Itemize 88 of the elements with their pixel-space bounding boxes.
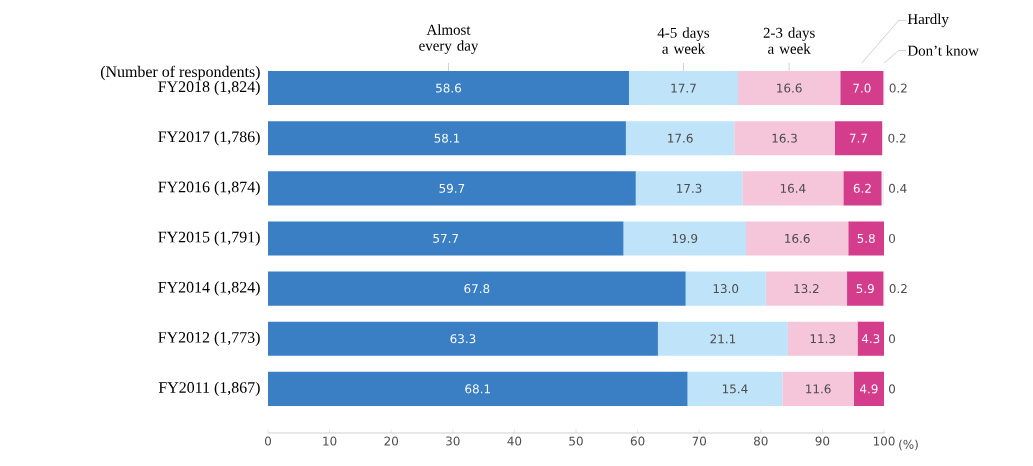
data-label: 0.4	[888, 183, 907, 193]
bar	[843, 171, 882, 206]
bar	[857, 321, 884, 356]
x-tick-label: 50	[569, 436, 583, 446]
data-label: 19.9	[672, 233, 698, 243]
series-label: Almost every day	[419, 24, 479, 54]
data-label: 67.8	[464, 284, 490, 294]
bar	[746, 221, 849, 256]
x-tick-label: 0	[264, 436, 272, 446]
bar	[268, 71, 629, 106]
data-label: 0	[888, 334, 896, 344]
y-tick-label: FY2014 (1,824)	[158, 281, 260, 296]
x-tick-label: 30	[446, 436, 460, 446]
bar	[268, 371, 688, 406]
data-label: 0	[888, 384, 896, 394]
data-label: 16.4	[780, 183, 806, 193]
x-tick-label: 20	[384, 436, 399, 446]
data-label: 4.3	[861, 334, 880, 344]
x-tick-label: 90	[815, 436, 830, 446]
data-label: 7.7	[849, 133, 867, 143]
data-label: 4.9	[859, 384, 878, 394]
data-label: 0.2	[889, 284, 907, 294]
bar	[268, 271, 686, 306]
y-tick-label: FY2011 (1,867)	[158, 381, 260, 397]
bar	[268, 321, 658, 356]
bar	[734, 121, 835, 156]
data-label: 6.2	[853, 183, 871, 193]
data-label: 57.7	[433, 234, 458, 243]
bar	[847, 271, 884, 306]
data-label: 13.0	[713, 284, 739, 294]
bar	[853, 371, 884, 406]
y-tick-label: FY2012 (1,773)	[158, 331, 260, 346]
bar	[623, 221, 747, 256]
series-label: 2-3 days a week	[763, 27, 815, 54]
y-tick-label: FY2016 (1,874)	[158, 181, 260, 196]
data-label: 68.1	[465, 384, 490, 394]
bar	[787, 321, 858, 356]
data-label: 63.3	[450, 334, 476, 344]
data-label: 17.6	[668, 133, 693, 143]
x-tick-label: 40	[507, 436, 522, 446]
data-label: 17.7	[671, 83, 696, 93]
y-axis-title: (Number of respondents)	[100, 65, 260, 81]
bar	[628, 71, 739, 106]
bar	[635, 171, 743, 206]
data-label: 5.8	[857, 233, 875, 243]
data-label: 16.6	[785, 233, 810, 243]
data-label: 0.2	[888, 133, 906, 143]
data-label: 58.1	[434, 133, 460, 143]
data-label: 5.9	[856, 284, 874, 294]
bar	[625, 121, 735, 156]
data-label: 13.2	[794, 284, 819, 294]
data-label: 16.3	[772, 133, 797, 143]
bar	[742, 171, 844, 206]
x-tick-label: 60	[630, 436, 645, 446]
bar	[268, 221, 624, 256]
x-tick-label: 70	[692, 436, 707, 446]
bar	[834, 121, 883, 156]
y-tick-label: FY2018 (1,824)	[158, 80, 260, 96]
bar	[268, 121, 626, 156]
series-label: Don’t know	[907, 45, 979, 56]
bar	[765, 271, 848, 306]
y-tick-label: FY2017 (1,786)	[158, 130, 260, 146]
bar	[685, 271, 766, 306]
data-label: 7.0	[853, 83, 871, 93]
data-label: 0.2	[889, 83, 907, 93]
data-label: 21.1	[710, 334, 736, 344]
series-label: 4-5 days a week	[657, 27, 710, 54]
data-label: 16.6	[777, 83, 802, 93]
data-label: 59.7	[439, 183, 465, 193]
data-label: 11.6	[806, 384, 831, 394]
x-axis-title: (%)	[899, 439, 918, 451]
x-tick-label: 100	[873, 436, 895, 446]
bar	[782, 371, 854, 406]
data-label: 58.6	[436, 83, 462, 93]
data-label: 17.3	[677, 183, 702, 193]
bar	[268, 171, 636, 206]
x-tick-label: 80	[754, 436, 768, 446]
bar	[657, 321, 788, 356]
bar	[840, 71, 884, 106]
data-label: 0	[888, 233, 896, 243]
data-label: 11.3	[810, 334, 836, 344]
bar	[738, 71, 841, 106]
y-tick-label: FY2015 (1,791)	[158, 231, 260, 246]
data-label: 15.4	[722, 384, 748, 394]
text: Hardly	[907, 13, 949, 28]
bar	[687, 371, 783, 406]
x-tick-label: 10	[323, 436, 337, 446]
bar	[848, 221, 884, 256]
